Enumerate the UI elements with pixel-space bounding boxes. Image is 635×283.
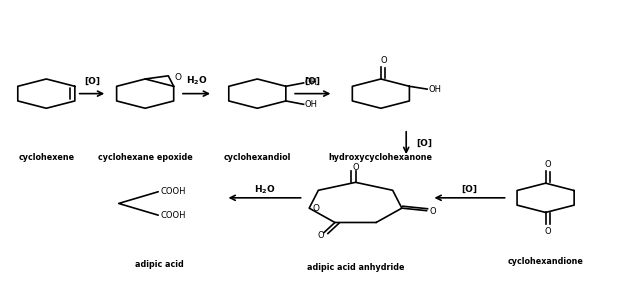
Text: OH: OH — [305, 100, 318, 109]
Text: O: O — [312, 204, 319, 213]
Text: [O]: [O] — [416, 138, 432, 147]
Text: O: O — [429, 207, 436, 216]
Text: O: O — [545, 160, 551, 169]
Text: hydroxycyclohexanone: hydroxycyclohexanone — [329, 153, 433, 162]
Text: O: O — [545, 227, 551, 236]
Text: OH: OH — [429, 85, 441, 94]
Text: [O]: [O] — [462, 185, 478, 194]
Text: COOH: COOH — [161, 211, 186, 220]
Text: O: O — [175, 73, 182, 82]
Text: cyclohexandione: cyclohexandione — [507, 257, 584, 266]
Text: cyclohexandiol: cyclohexandiol — [224, 153, 291, 162]
Text: cyclohexane epoxide: cyclohexane epoxide — [98, 153, 192, 162]
Text: COOH: COOH — [161, 187, 186, 196]
Text: O: O — [318, 231, 324, 240]
Text: O: O — [380, 56, 387, 65]
Text: adipic acid: adipic acid — [135, 260, 184, 269]
Text: $\mathbf{H_2O}$: $\mathbf{H_2O}$ — [185, 75, 207, 87]
Text: $\mathbf{H_2O}$: $\mathbf{H_2O}$ — [253, 183, 275, 196]
Text: [O]: [O] — [84, 76, 100, 85]
Text: cyclohexene: cyclohexene — [18, 153, 74, 162]
Text: OH: OH — [305, 78, 318, 87]
Text: O: O — [352, 163, 359, 172]
Text: adipic acid anhydride: adipic acid anhydride — [307, 263, 404, 272]
Text: [O]: [O] — [304, 76, 321, 85]
